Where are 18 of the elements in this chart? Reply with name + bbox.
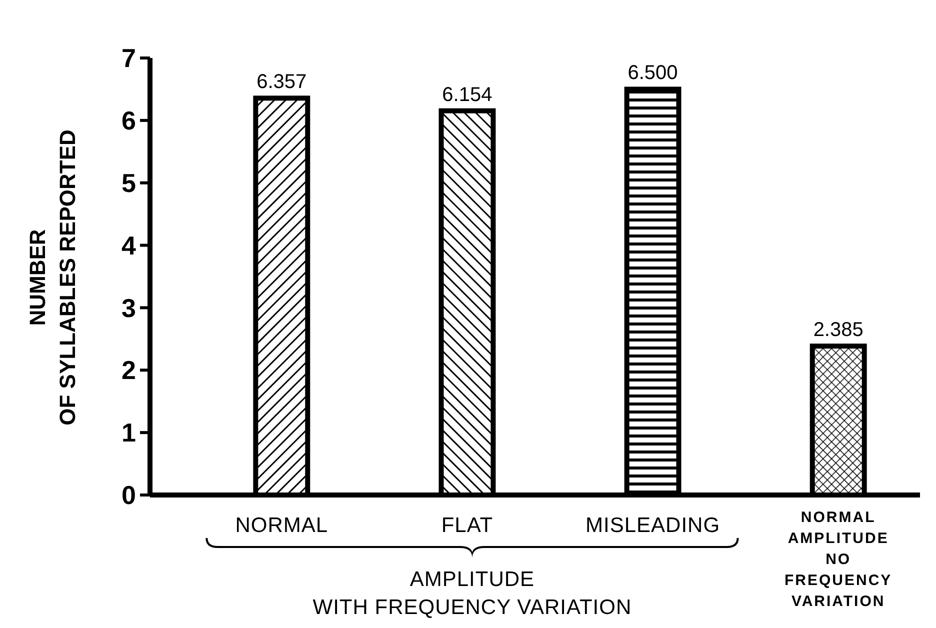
x-tick-label: MISLEADING (586, 514, 720, 537)
y-tick-label: 5 (122, 168, 136, 198)
text: AMPLITUDE WITH FREQUENCY VARIATION (312, 568, 632, 619)
y-tick-label: 1 (122, 418, 136, 448)
x-tick-label: FLAT (441, 514, 494, 537)
y-tick-label: 0 (122, 480, 136, 510)
data-label: 2.385 (813, 319, 864, 342)
y-tick-label: 6 (122, 106, 136, 136)
data-label: 6.500 (628, 62, 678, 84)
y-axis-title: NUMBER OF SYLLABLES REPORTED (25, 130, 80, 426)
data-label: 6.154 (442, 84, 492, 106)
x-tick-label: NORMAL AMPLITUDE NO FREQUENCY VARIATION (784, 509, 892, 610)
data-label: 6.357 (256, 71, 307, 94)
x-tick-label: NORMAL (235, 514, 328, 537)
y-tick-label: 3 (122, 292, 136, 323)
y-tick-label: 2 (122, 355, 136, 386)
y-tick-label: 4 (122, 230, 137, 260)
y-tick-label: 7 (122, 43, 136, 74)
